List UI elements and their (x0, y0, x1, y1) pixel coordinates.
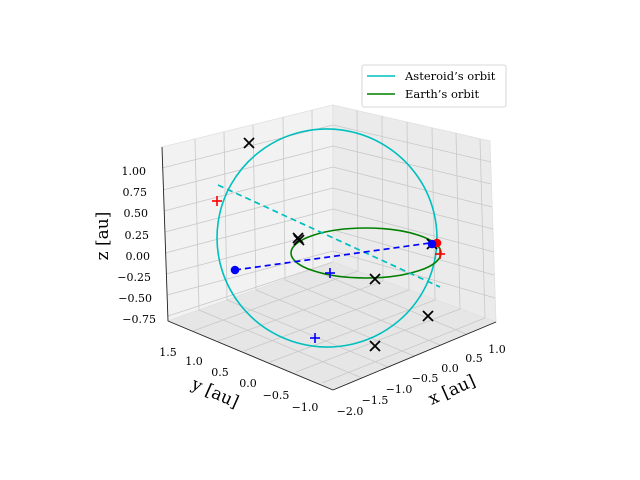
marker-layer (212, 137, 445, 352)
z-tick-label: 1.00 (122, 165, 147, 178)
z-tick-label: 0.25 (125, 229, 150, 242)
x-tick-label: 1.0 (488, 343, 506, 356)
dashed-line-cyan (217, 184, 441, 288)
y-axis-line (167, 320, 334, 391)
x-tick-label: −2.0 (337, 405, 364, 418)
plus-marker (212, 196, 222, 206)
dashed-line-blue (234, 241, 438, 271)
dot-marker (230, 265, 240, 275)
z-tick-label: −0.25 (117, 271, 151, 284)
z-tick-label: 0.00 (126, 250, 151, 263)
x-tick-label: −0.5 (412, 372, 439, 385)
x-marker (369, 340, 381, 352)
y-tick-label: 0.0 (239, 377, 257, 390)
z-tick-label: −0.50 (118, 292, 152, 305)
y-tick-label: −1.0 (292, 401, 319, 414)
x-tick-label: 0.0 (441, 362, 459, 375)
y-tick-label: 0.5 (211, 366, 229, 379)
x-marker (293, 234, 305, 246)
z-tick-label: −0.75 (122, 313, 156, 326)
legend-label-earth: Earth’s orbit (405, 87, 479, 101)
z-axis-title: z [au] (93, 212, 113, 261)
x-axis-line (332, 321, 497, 391)
dot-marker (427, 239, 437, 249)
z-axis-line (161, 146, 169, 322)
legend: Asteroid’s orbit Earth’s orbit (361, 64, 507, 108)
orbit-earth (290, 227, 442, 279)
plus-marker (310, 333, 320, 343)
y-tick-labels: 1.5 1.0 0.5 0.0 −0.5 −1.0 (159, 346, 318, 414)
x-marker (243, 137, 255, 149)
y-axis-title: y [au] (188, 374, 242, 413)
plus-marker (435, 249, 445, 259)
z-tick-labels: 1.00 0.75 0.50 0.25 0.00 −0.25 −0.50 −0.… (117, 165, 156, 326)
legend-label-asteroid: Asteroid’s orbit (404, 69, 496, 83)
plus-marker (325, 268, 335, 278)
x-tick-labels: −2.0 −1.5 −1.0 −0.5 0.0 0.5 1.0 (337, 343, 506, 418)
y-tick-label: 1.0 (185, 355, 203, 368)
z-tick-label: 0.50 (124, 207, 149, 220)
x-marker (369, 273, 381, 285)
axis-lines (161, 146, 497, 391)
z-tick-label: 0.75 (123, 186, 148, 199)
x-marker (422, 310, 434, 322)
x-tick-label: 0.5 (465, 352, 483, 365)
legend-box (361, 64, 507, 108)
x-tick-label: −1.0 (386, 383, 413, 396)
grid-lines (161, 109, 496, 384)
y-tick-label: 1.5 (159, 346, 177, 359)
x-tick-label: −1.5 (362, 394, 389, 407)
y-tick-label: −0.5 (263, 389, 290, 402)
